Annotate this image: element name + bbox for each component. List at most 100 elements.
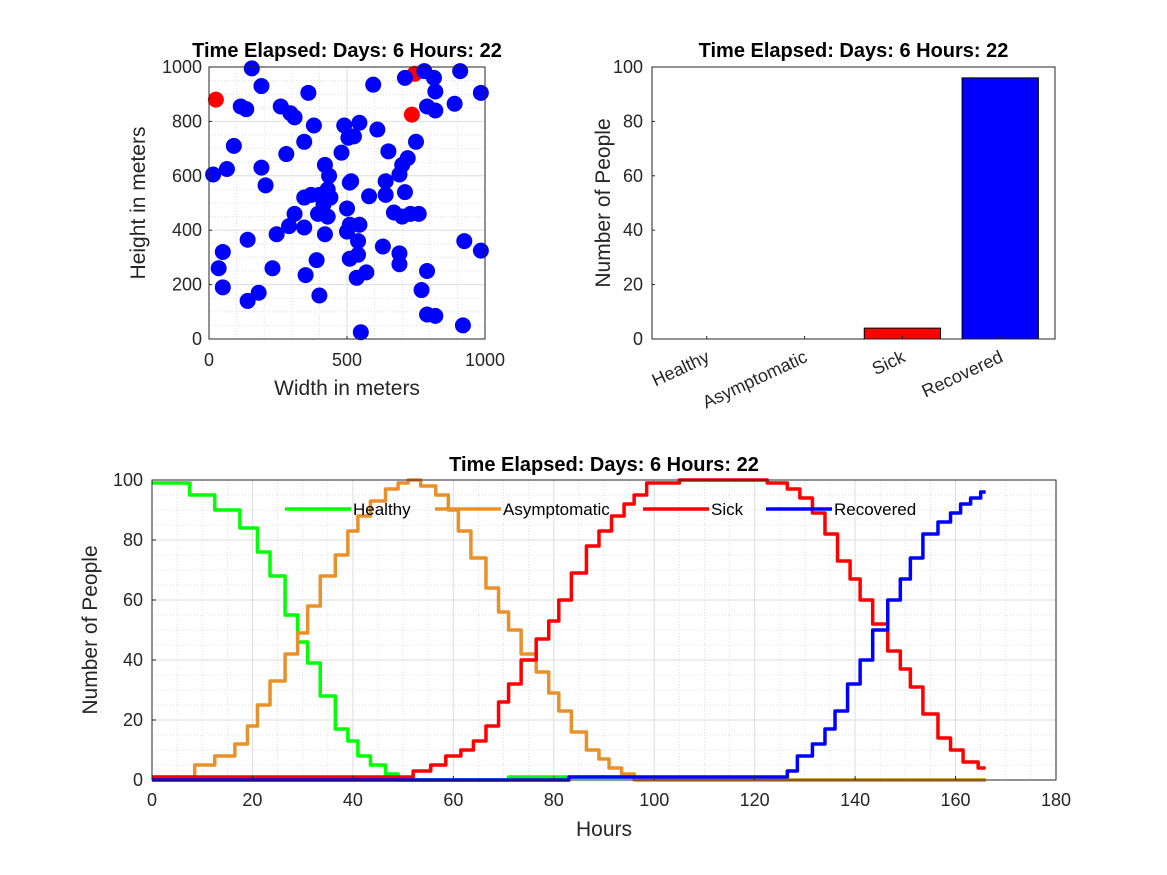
line-legend: Healthy Asymptomatic Sick Recovered [285, 500, 916, 519]
scatter-point [339, 223, 355, 240]
bar-y-axis-label: Number of People [592, 118, 615, 287]
scatter-y-tick-label: 800 [172, 111, 202, 131]
scatter-point [336, 117, 353, 134]
bar-y-tick-label: 100 [613, 57, 643, 77]
scatter-point [250, 284, 267, 301]
scatter-plot: 0 500 1000 0 200 400 600 800 1000 Time Elapsed: … [127, 40, 505, 400]
scatter-point [427, 83, 444, 100]
scatter-point [396, 184, 413, 201]
line-y-tick-label: 40 [123, 650, 143, 670]
scatter-y-tick-label: 1000 [162, 57, 202, 77]
legend-label-sick: Sick [711, 500, 744, 519]
line-x-tick-label: 160 [941, 790, 971, 810]
scatter-point [296, 189, 313, 206]
scatter-point [350, 246, 367, 263]
scatter-point [239, 231, 256, 248]
scatter-point [205, 166, 222, 183]
scatter-point [394, 156, 411, 173]
scatter-point [264, 260, 281, 277]
bar-y-tick-label: 20 [623, 275, 643, 295]
scatter-point [351, 114, 368, 131]
scatter-title: Time Elapsed: Days: 6 Hours: 22 [192, 40, 502, 62]
line-plot: 0 20 40 60 80 100 120 140 160 180 0 20 40 60 80 100 Hea… [79, 454, 1071, 841]
scatter-y-axis-label: Height in meters [127, 127, 150, 280]
scatter-point [410, 205, 427, 222]
scatter-y-tick-label: 600 [172, 166, 202, 186]
scatter-point [281, 218, 298, 235]
scatter-point [300, 84, 317, 101]
line-x-tick-label: 100 [639, 790, 669, 810]
legend-label-asymptomatic: Asymptomatic [503, 500, 610, 519]
scatter-point [396, 69, 413, 86]
line-x-axis-label: Hours [576, 818, 632, 841]
series-line-recovered [152, 490, 986, 782]
scatter-point [351, 216, 368, 233]
line-series [152, 478, 986, 782]
scatter-point [413, 282, 430, 299]
line-ticks: 0 20 40 60 80 100 120 140 160 180 0 20 40 60 80 100 [113, 470, 1071, 810]
line-x-tick-label: 20 [242, 790, 262, 810]
scatter-point [239, 292, 256, 309]
scatter-point [286, 109, 303, 126]
scatter-x-axis-label: Width in meters [274, 377, 420, 400]
scatter-point [365, 76, 382, 93]
scatter-point [427, 102, 444, 119]
scatter-point [210, 260, 227, 277]
scatter-point [305, 117, 322, 134]
line-y-tick-label: 80 [123, 530, 143, 550]
scatter-point [446, 95, 463, 112]
scatter-point [296, 133, 313, 150]
scatter-x-tick-label: 0 [204, 350, 214, 370]
scatter-point [286, 205, 303, 222]
scatter-point [472, 84, 489, 101]
scatter-point [253, 159, 270, 176]
line-title: Time Elapsed: Days: 6 Hours: 22 [449, 454, 759, 476]
scatter-point [238, 101, 255, 118]
scatter-point [311, 287, 328, 304]
scatter-point [374, 238, 391, 255]
scatter-y-tick-label: 400 [172, 220, 202, 240]
scatter-point [472, 242, 489, 259]
bar-axes-box [651, 66, 1056, 340]
bar [961, 77, 1039, 340]
scatter-point [243, 60, 260, 77]
line-y-axis-label: Number of People [79, 545, 102, 714]
scatter-point [352, 324, 369, 341]
line-x-tick-label: 0 [147, 790, 157, 810]
scatter-point [408, 133, 424, 150]
scatter-point [316, 226, 333, 243]
legend-label-healthy: Healthy [353, 500, 411, 519]
bar-y-tick-label: 40 [623, 220, 643, 240]
line-y-tick-label: 100 [113, 470, 143, 490]
line-x-tick-label: 60 [443, 790, 463, 810]
line-x-tick-label: 140 [840, 790, 870, 810]
scatter-point [321, 167, 338, 184]
scatter-point [456, 233, 473, 250]
line-y-tick-label: 20 [123, 710, 143, 730]
line-grid [151, 479, 1057, 781]
scatter-point [358, 264, 375, 281]
scatter-point [361, 188, 378, 205]
scatter-ticks: 0 500 1000 0 200 400 600 800 1000 [162, 57, 505, 370]
line-x-tick-label: 120 [740, 790, 770, 810]
scatter-point [278, 146, 295, 163]
scatter-point [214, 279, 231, 296]
scatter-point [297, 267, 314, 284]
scatter-point [380, 143, 397, 160]
scatter-point [350, 233, 367, 250]
bar-y-tick-label: 80 [623, 111, 643, 131]
scatter-point [333, 144, 350, 161]
line-y-tick-label: 0 [133, 770, 143, 790]
scatter-y-tick-label: 200 [172, 275, 202, 295]
scatter-point [391, 256, 408, 273]
bar-y-tick-label: 0 [633, 329, 643, 349]
scatter-point [268, 226, 285, 243]
scatter-point [339, 200, 355, 217]
bars [863, 77, 1039, 340]
scatter-x-tick-label: 1000 [465, 350, 505, 370]
scatter-point [377, 173, 394, 190]
scatter-point [452, 63, 469, 80]
line-x-tick-label: 40 [343, 790, 363, 810]
scatter-point [425, 69, 442, 86]
